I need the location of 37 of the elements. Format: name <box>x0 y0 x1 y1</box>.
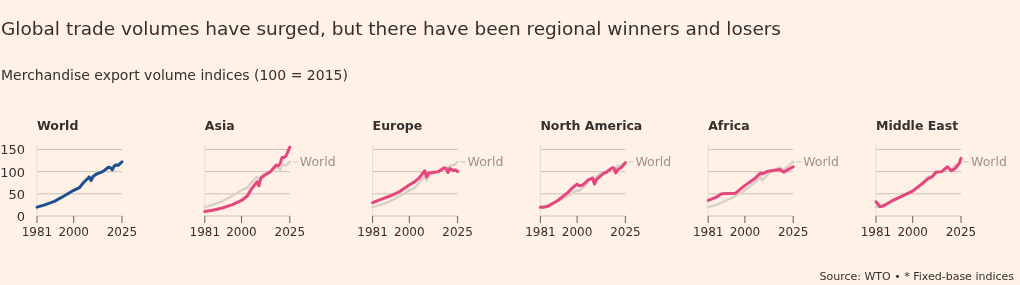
x-tick-label: 1981 <box>21 225 53 239</box>
x-tick-label: 2025 <box>106 225 138 239</box>
x-tick-label: 1981 <box>525 225 556 239</box>
legend-label: World <box>467 154 504 170</box>
text: Merchandise export volume indices (100 = 2015) <box>1 67 348 83</box>
x-tick-label: 2000 <box>897 225 928 239</box>
x-tick-label: 1981 <box>357 225 388 239</box>
chart-title: Europe <box>372 118 423 133</box>
y-tick-label: 100 <box>0 164 25 180</box>
y-tick-label: 0 <box>16 209 25 224</box>
x-tick-label: 1981 <box>860 225 892 239</box>
x-tick-label: 2000 <box>561 225 593 239</box>
chart-title: Africa <box>708 118 750 133</box>
x-tick-label: 2000 <box>729 225 761 239</box>
chart-title: World <box>37 118 79 133</box>
x-tick-label: 2025 <box>945 225 977 239</box>
x-tick-label: 1981 <box>189 225 221 239</box>
chart-title: Middle East <box>876 118 959 133</box>
x-tick-label: 1981 <box>692 225 724 239</box>
legend-label: World <box>299 154 336 170</box>
y-tick-label: 50 <box>8 186 25 202</box>
chart-title: North America <box>540 118 643 133</box>
chart-title: Asia <box>204 118 235 133</box>
x-tick-label: 2000 <box>394 225 425 239</box>
source-note: Source: WTO • * Fixed-base indices <box>819 270 1015 283</box>
text: Global trade volumes have surged, but there have been regional winners and losers <box>1 18 782 39</box>
x-tick-label: 2025 <box>610 225 641 239</box>
x-tick-label: 2025 <box>274 225 306 239</box>
x-tick-label: 2025 <box>777 225 809 239</box>
y-tick-label: 150 <box>0 142 25 158</box>
line-series <box>35 160 124 209</box>
legend-label: World <box>803 154 840 170</box>
x-tick-label: 2000 <box>226 225 257 239</box>
legend-label: World <box>635 154 672 170</box>
x-tick-label: 2000 <box>58 225 89 239</box>
x-tick-label: 2025 <box>442 225 473 239</box>
legend-label: World <box>971 154 1007 170</box>
